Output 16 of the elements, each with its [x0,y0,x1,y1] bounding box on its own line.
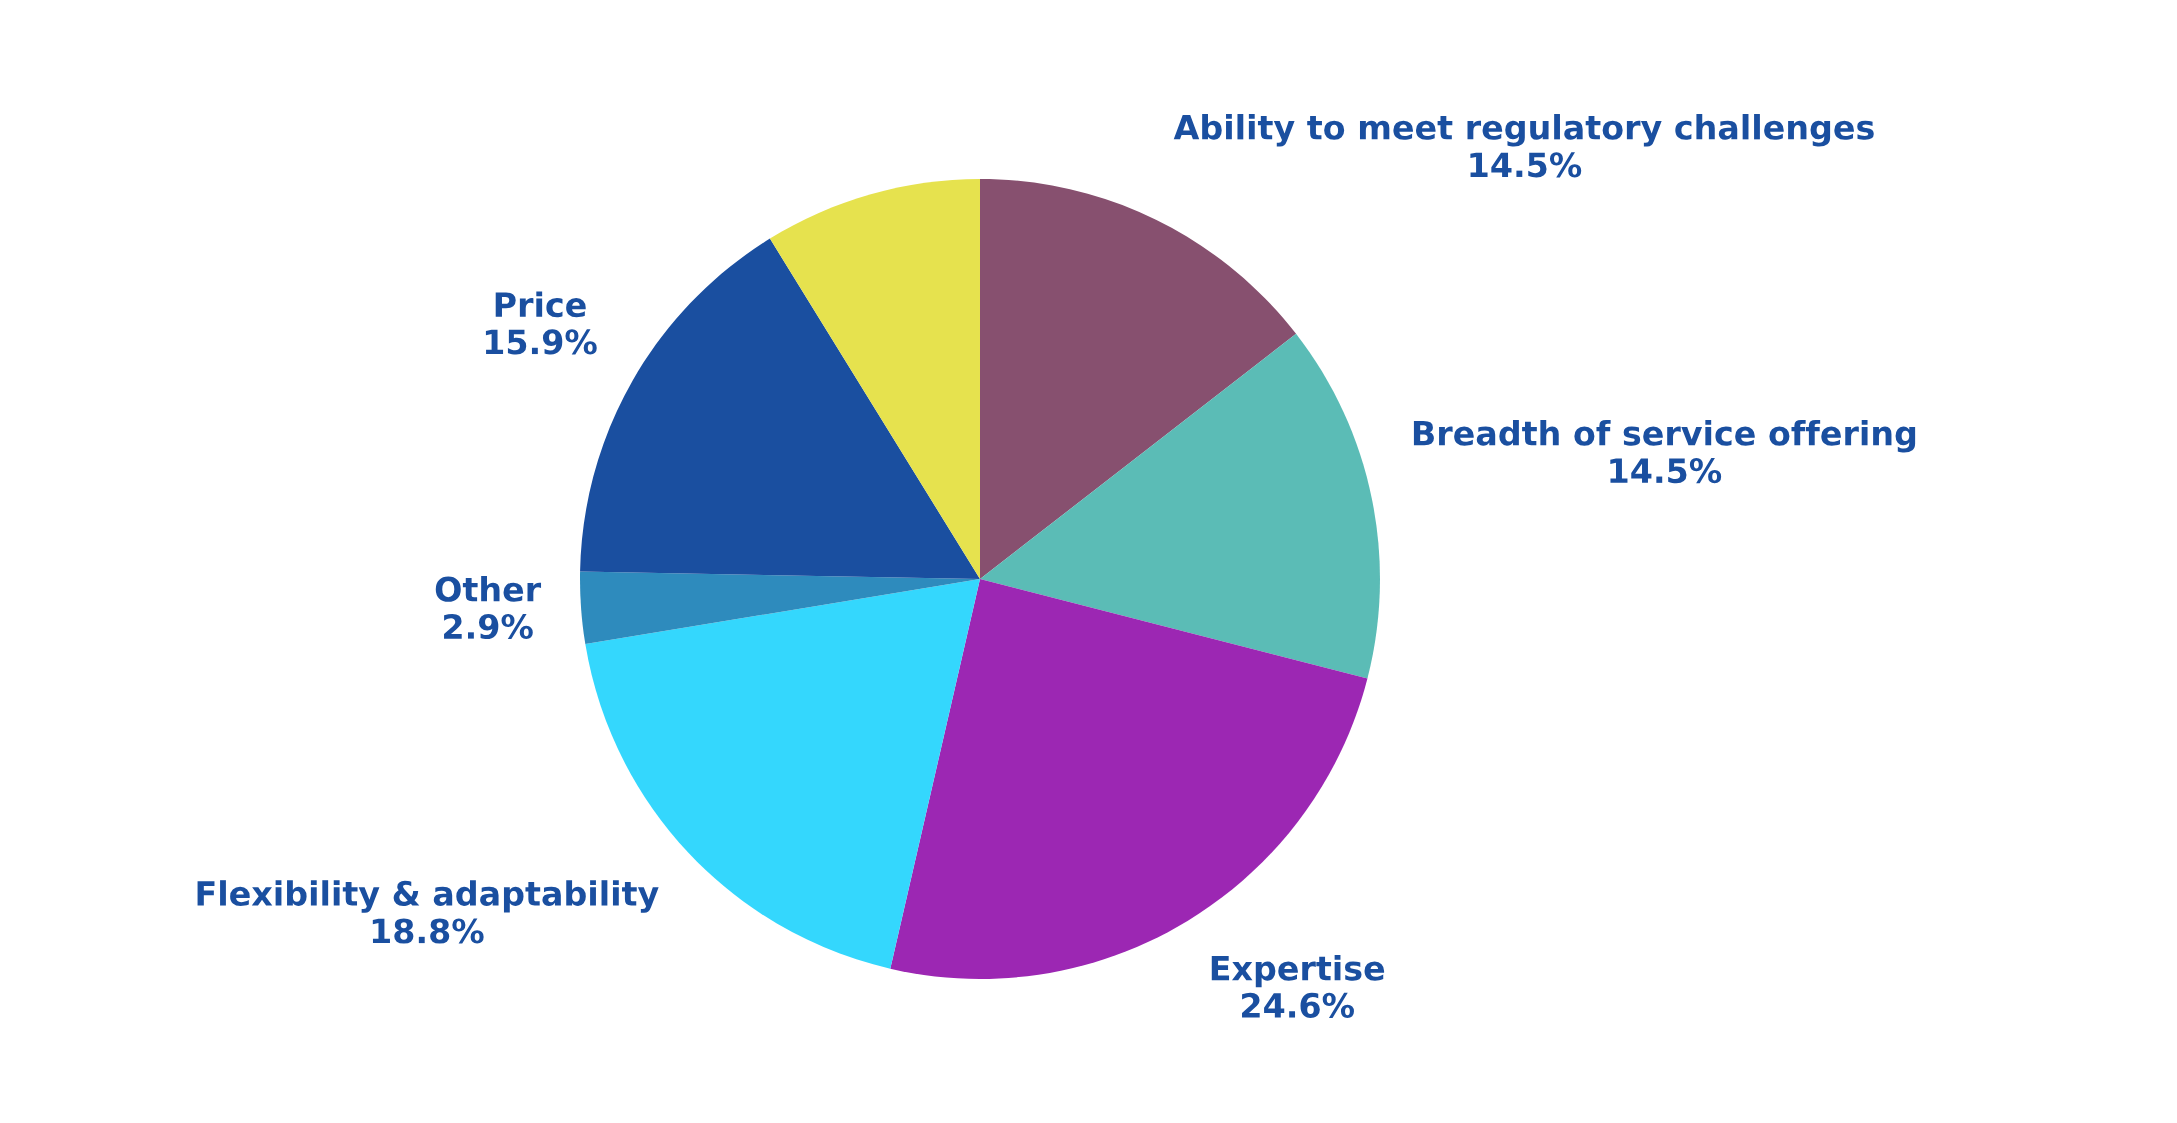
slice-label: Price [495,291,586,318]
pie-slice [980,179,1297,579]
data-label: 2.9% [444,613,533,640]
data-label: 14.5% [1470,152,1582,178]
data-label: 24.6% [1242,992,1354,1019]
slice-label: Expertise [1211,954,1385,988]
pie-slice [769,179,980,579]
data-label: 15.9% [485,329,597,355]
slice-label: Breadth of service offering [1413,419,1916,453]
pie-slice [580,571,980,645]
slice-label: Other [435,575,542,602]
pie-slice [980,333,1380,679]
slice-label: Flexibility & adaptability [197,880,659,913]
slice-label: Ability to meet regulatory challenges [1173,114,1874,147]
data-label: 14.5% [1610,458,1722,484]
data-label: 18.8% [372,918,484,944]
